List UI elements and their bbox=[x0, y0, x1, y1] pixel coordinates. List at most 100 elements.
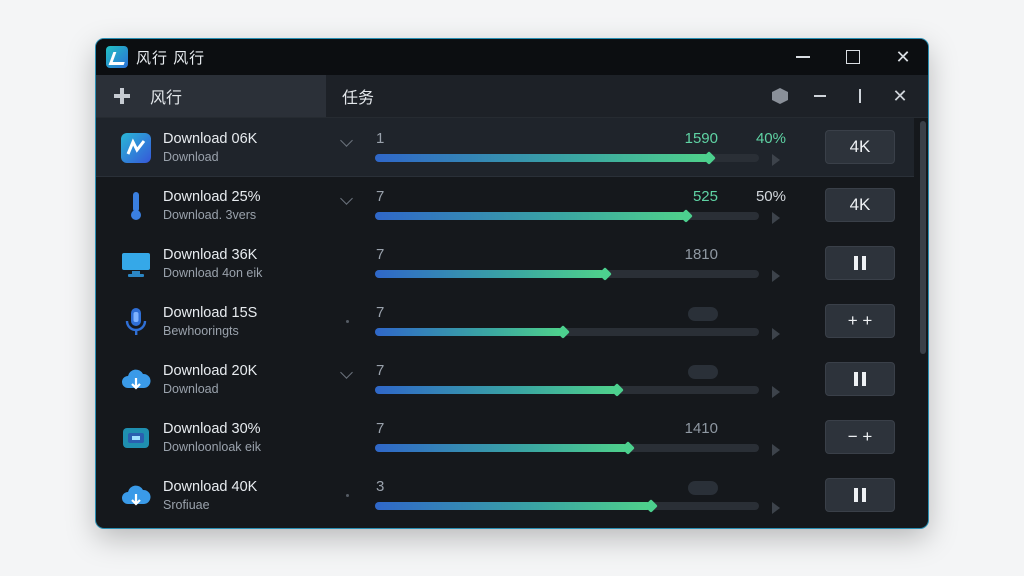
progress-track bbox=[375, 267, 759, 281]
download-row[interactable]: Download 20K Download 7 bbox=[96, 350, 914, 408]
pause-button[interactable] bbox=[825, 478, 895, 512]
play-icon[interactable] bbox=[772, 154, 780, 166]
pause-button[interactable] bbox=[825, 246, 895, 280]
close-button[interactable]: ✕ bbox=[878, 39, 928, 75]
progress-fill bbox=[375, 444, 629, 452]
chevron-down-icon[interactable] bbox=[340, 134, 353, 147]
progress-track bbox=[375, 499, 759, 513]
download-percent: 40% bbox=[755, 130, 786, 147]
download-row[interactable]: Download 30% Downloonloak eik 7 1410 − + bbox=[96, 408, 914, 466]
progress-fill bbox=[375, 502, 652, 510]
speed-placeholder bbox=[688, 365, 718, 379]
download-speed: 525 bbox=[692, 188, 718, 205]
pause-icon bbox=[854, 256, 866, 270]
download-speed: 1410 bbox=[684, 420, 718, 437]
pause-icon bbox=[854, 372, 866, 386]
maximize-button[interactable] bbox=[828, 39, 878, 75]
download-row[interactable]: Download 36K Download 4on eik 7 1810 bbox=[96, 234, 914, 292]
progress-track bbox=[375, 325, 759, 339]
task-count: 7 bbox=[376, 188, 385, 205]
speed-placeholder bbox=[688, 481, 718, 495]
file-subtitle: Download. 3vers bbox=[163, 208, 257, 222]
play-icon[interactable] bbox=[772, 444, 780, 456]
task-count: 3 bbox=[376, 478, 385, 495]
dot-icon bbox=[346, 320, 349, 323]
task-count: 1 bbox=[376, 130, 385, 147]
row-action-button[interactable]: + + bbox=[825, 304, 895, 338]
minimize-button[interactable] bbox=[778, 39, 828, 75]
file-subtitle: Download bbox=[163, 150, 219, 164]
file-name: Download 36K bbox=[163, 247, 258, 263]
download-percent: 50% bbox=[755, 188, 786, 205]
row-action-button[interactable]: 4K bbox=[825, 188, 895, 222]
file-name: Download 15S bbox=[163, 305, 258, 321]
task-count: 7 bbox=[376, 362, 385, 379]
close-icon: ✕ bbox=[892, 85, 908, 106]
app-logo-icon bbox=[120, 132, 152, 164]
pause-icon bbox=[854, 488, 866, 502]
cloud-icon bbox=[120, 480, 152, 512]
scrollbar[interactable] bbox=[920, 121, 926, 354]
row-action-button[interactable]: 4K bbox=[825, 130, 895, 164]
progress-fill bbox=[375, 212, 687, 220]
file-name: Download 30% bbox=[163, 421, 261, 437]
pause-button[interactable] bbox=[825, 362, 895, 396]
settings-cube-button[interactable] bbox=[760, 75, 800, 117]
cloud-icon bbox=[120, 364, 152, 396]
app-window: 风行 风行 ✕ 风行 任务 ✕ Download 06K Download 1 159… bbox=[96, 39, 928, 528]
file-name: Download 25% bbox=[163, 189, 261, 205]
chevron-down-icon[interactable] bbox=[340, 366, 353, 379]
file-name: Download 06K bbox=[163, 131, 258, 147]
minimize-icon bbox=[796, 56, 810, 58]
play-icon[interactable] bbox=[772, 328, 780, 340]
collapse-button[interactable] bbox=[800, 75, 840, 117]
task-count: 7 bbox=[376, 420, 385, 437]
monitor-icon bbox=[120, 248, 152, 280]
thermometer-icon bbox=[120, 190, 152, 222]
progress-track bbox=[375, 151, 759, 165]
file-subtitle: Srofiuae bbox=[163, 498, 210, 512]
maximize-icon bbox=[846, 50, 860, 64]
cube-icon bbox=[772, 88, 788, 104]
download-row[interactable]: Download 40K Srofiuae 3 bbox=[96, 466, 914, 524]
file-name: Download 40K bbox=[163, 479, 258, 495]
minus-icon bbox=[814, 95, 826, 97]
close-panel-button[interactable]: ✕ bbox=[880, 75, 920, 117]
play-icon[interactable] bbox=[772, 270, 780, 282]
file-subtitle: Download bbox=[163, 382, 219, 396]
toolbar-actions: ✕ bbox=[760, 75, 920, 117]
download-list: Download 06K Download 1 1590 40% 4K Download 2… bbox=[96, 118, 914, 528]
title-bar[interactable]: 风行 风行 ✕ bbox=[96, 39, 928, 75]
file-subtitle: Bewhooringts bbox=[163, 324, 239, 338]
dot-icon bbox=[346, 494, 349, 497]
play-icon[interactable] bbox=[772, 386, 780, 398]
close-icon: ✕ bbox=[895, 46, 911, 67]
download-speed: 1810 bbox=[684, 246, 718, 263]
chevron-down-icon[interactable] bbox=[340, 192, 353, 205]
app-logo-icon bbox=[106, 46, 128, 68]
bar-icon bbox=[859, 89, 861, 103]
play-icon[interactable] bbox=[772, 502, 780, 514]
download-row[interactable]: Download 15S Bewhooringts 7 + + bbox=[96, 292, 914, 350]
router-icon bbox=[120, 422, 152, 454]
progress-fill bbox=[375, 328, 564, 336]
download-speed: 1590 bbox=[684, 130, 718, 147]
progress-fill bbox=[375, 270, 606, 278]
download-row[interactable]: Download 25% Download. 3vers 7 525 50% 4K bbox=[96, 176, 914, 234]
play-icon[interactable] bbox=[772, 212, 780, 224]
new-task-button[interactable]: 风行 bbox=[96, 75, 326, 117]
row-action-button[interactable]: − + bbox=[825, 420, 895, 454]
window-controls: ✕ bbox=[778, 39, 928, 75]
new-task-label: 风行 bbox=[150, 90, 183, 107]
download-row[interactable]: Download 06K Download 1 1590 40% 4K bbox=[96, 118, 914, 177]
file-name: Download 20K bbox=[163, 363, 258, 379]
progress-fill bbox=[375, 154, 710, 162]
divider-button[interactable] bbox=[840, 75, 880, 117]
microphone-icon bbox=[120, 306, 152, 338]
plus-icon bbox=[114, 88, 130, 104]
task-count: 7 bbox=[376, 246, 385, 263]
progress-fill bbox=[375, 386, 617, 394]
speed-placeholder bbox=[688, 307, 718, 321]
tab-tasks[interactable]: 任务 bbox=[342, 90, 375, 107]
progress-track bbox=[375, 209, 759, 223]
